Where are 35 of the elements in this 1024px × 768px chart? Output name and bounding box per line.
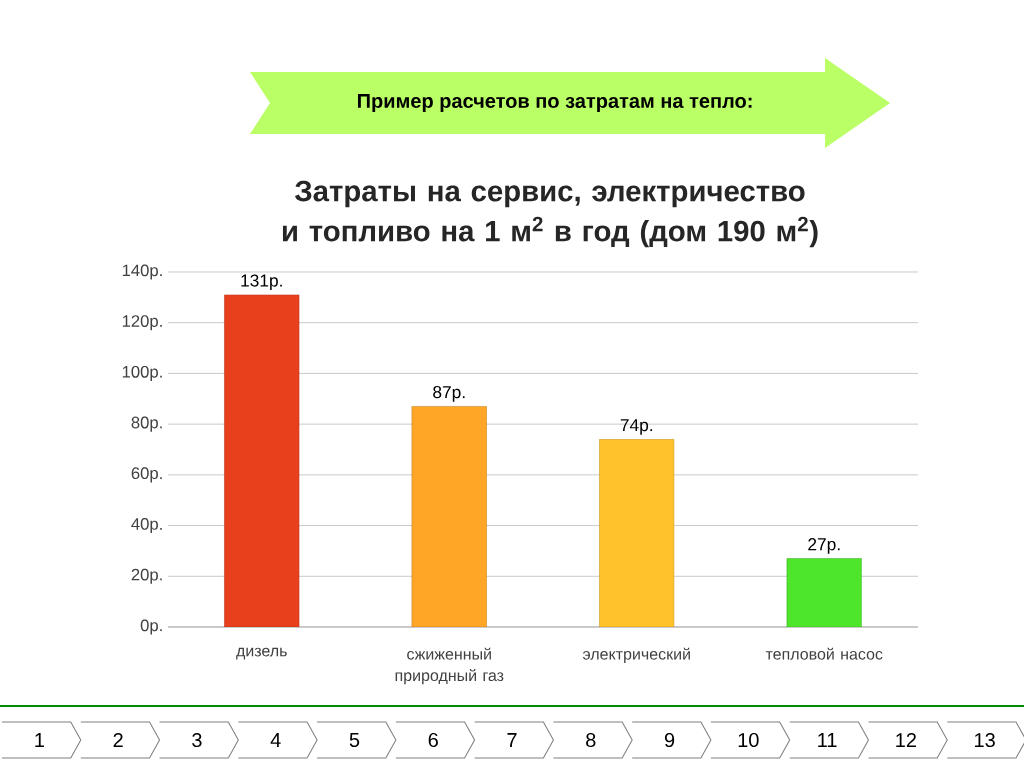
y-tick-label: 120р. — [122, 315, 162, 331]
data-label: 87р. — [433, 385, 465, 402]
x-tick-label: тепловой насос — [765, 647, 883, 660]
data-label: 74р. — [620, 419, 653, 435]
y-tick-label: 0р. — [140, 619, 162, 635]
y-tick-label: 140р. — [122, 264, 162, 280]
text: 12 — [896, 733, 916, 747]
bar — [786, 558, 862, 627]
y-tick-label: 20р. — [131, 568, 162, 584]
text: 2 — [113, 733, 123, 747]
x-tick-label: дизель — [236, 647, 287, 660]
text: 6 — [428, 732, 438, 748]
x-tick-label: электрический — [582, 647, 690, 663]
chart-title: Затраты на сервис, электричество и топливо на 1 м$^{2}$ в год (дом 190 м$^{2}$) — [282, 180, 818, 248]
y-tick-label: 60р. — [131, 467, 162, 483]
y-tick-label: 100р. — [122, 365, 162, 381]
y-tick-label: 80р. — [131, 416, 162, 432]
bar — [224, 294, 300, 627]
bar — [599, 439, 675, 627]
bar — [411, 406, 487, 627]
text: 11 — [818, 733, 837, 747]
text: 1 — [35, 733, 44, 747]
data-label: 131р. — [241, 274, 282, 291]
text: 13 — [975, 732, 995, 748]
data-label: 27р. — [808, 538, 840, 554]
x-tick-label: сжиженный природный газ — [395, 647, 504, 685]
text: 7 — [507, 733, 517, 747]
text: 8 — [586, 732, 596, 748]
text: 4 — [270, 733, 281, 747]
y-tick-label: 40р. — [131, 518, 162, 534]
text: 10 — [738, 732, 759, 748]
text: 9 — [664, 732, 675, 748]
text: 5 — [349, 733, 360, 747]
chart-subtitle: Пример расчетов по затратам на тепло: — [357, 94, 752, 112]
text: 3 — [192, 732, 202, 748]
